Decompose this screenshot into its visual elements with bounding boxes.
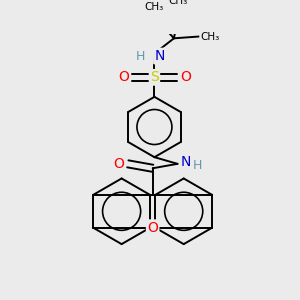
Text: CH₃: CH₃: [145, 2, 164, 12]
Text: S: S: [150, 70, 159, 84]
Text: O: O: [180, 70, 191, 84]
Text: O: O: [147, 221, 158, 235]
Text: O: O: [113, 157, 124, 171]
Text: O: O: [118, 70, 129, 84]
Text: H: H: [136, 50, 146, 62]
Text: CH₃: CH₃: [169, 0, 188, 6]
Text: H: H: [193, 159, 202, 172]
Text: CH₃: CH₃: [201, 32, 220, 41]
Text: N: N: [154, 49, 165, 63]
Text: N: N: [181, 155, 191, 169]
